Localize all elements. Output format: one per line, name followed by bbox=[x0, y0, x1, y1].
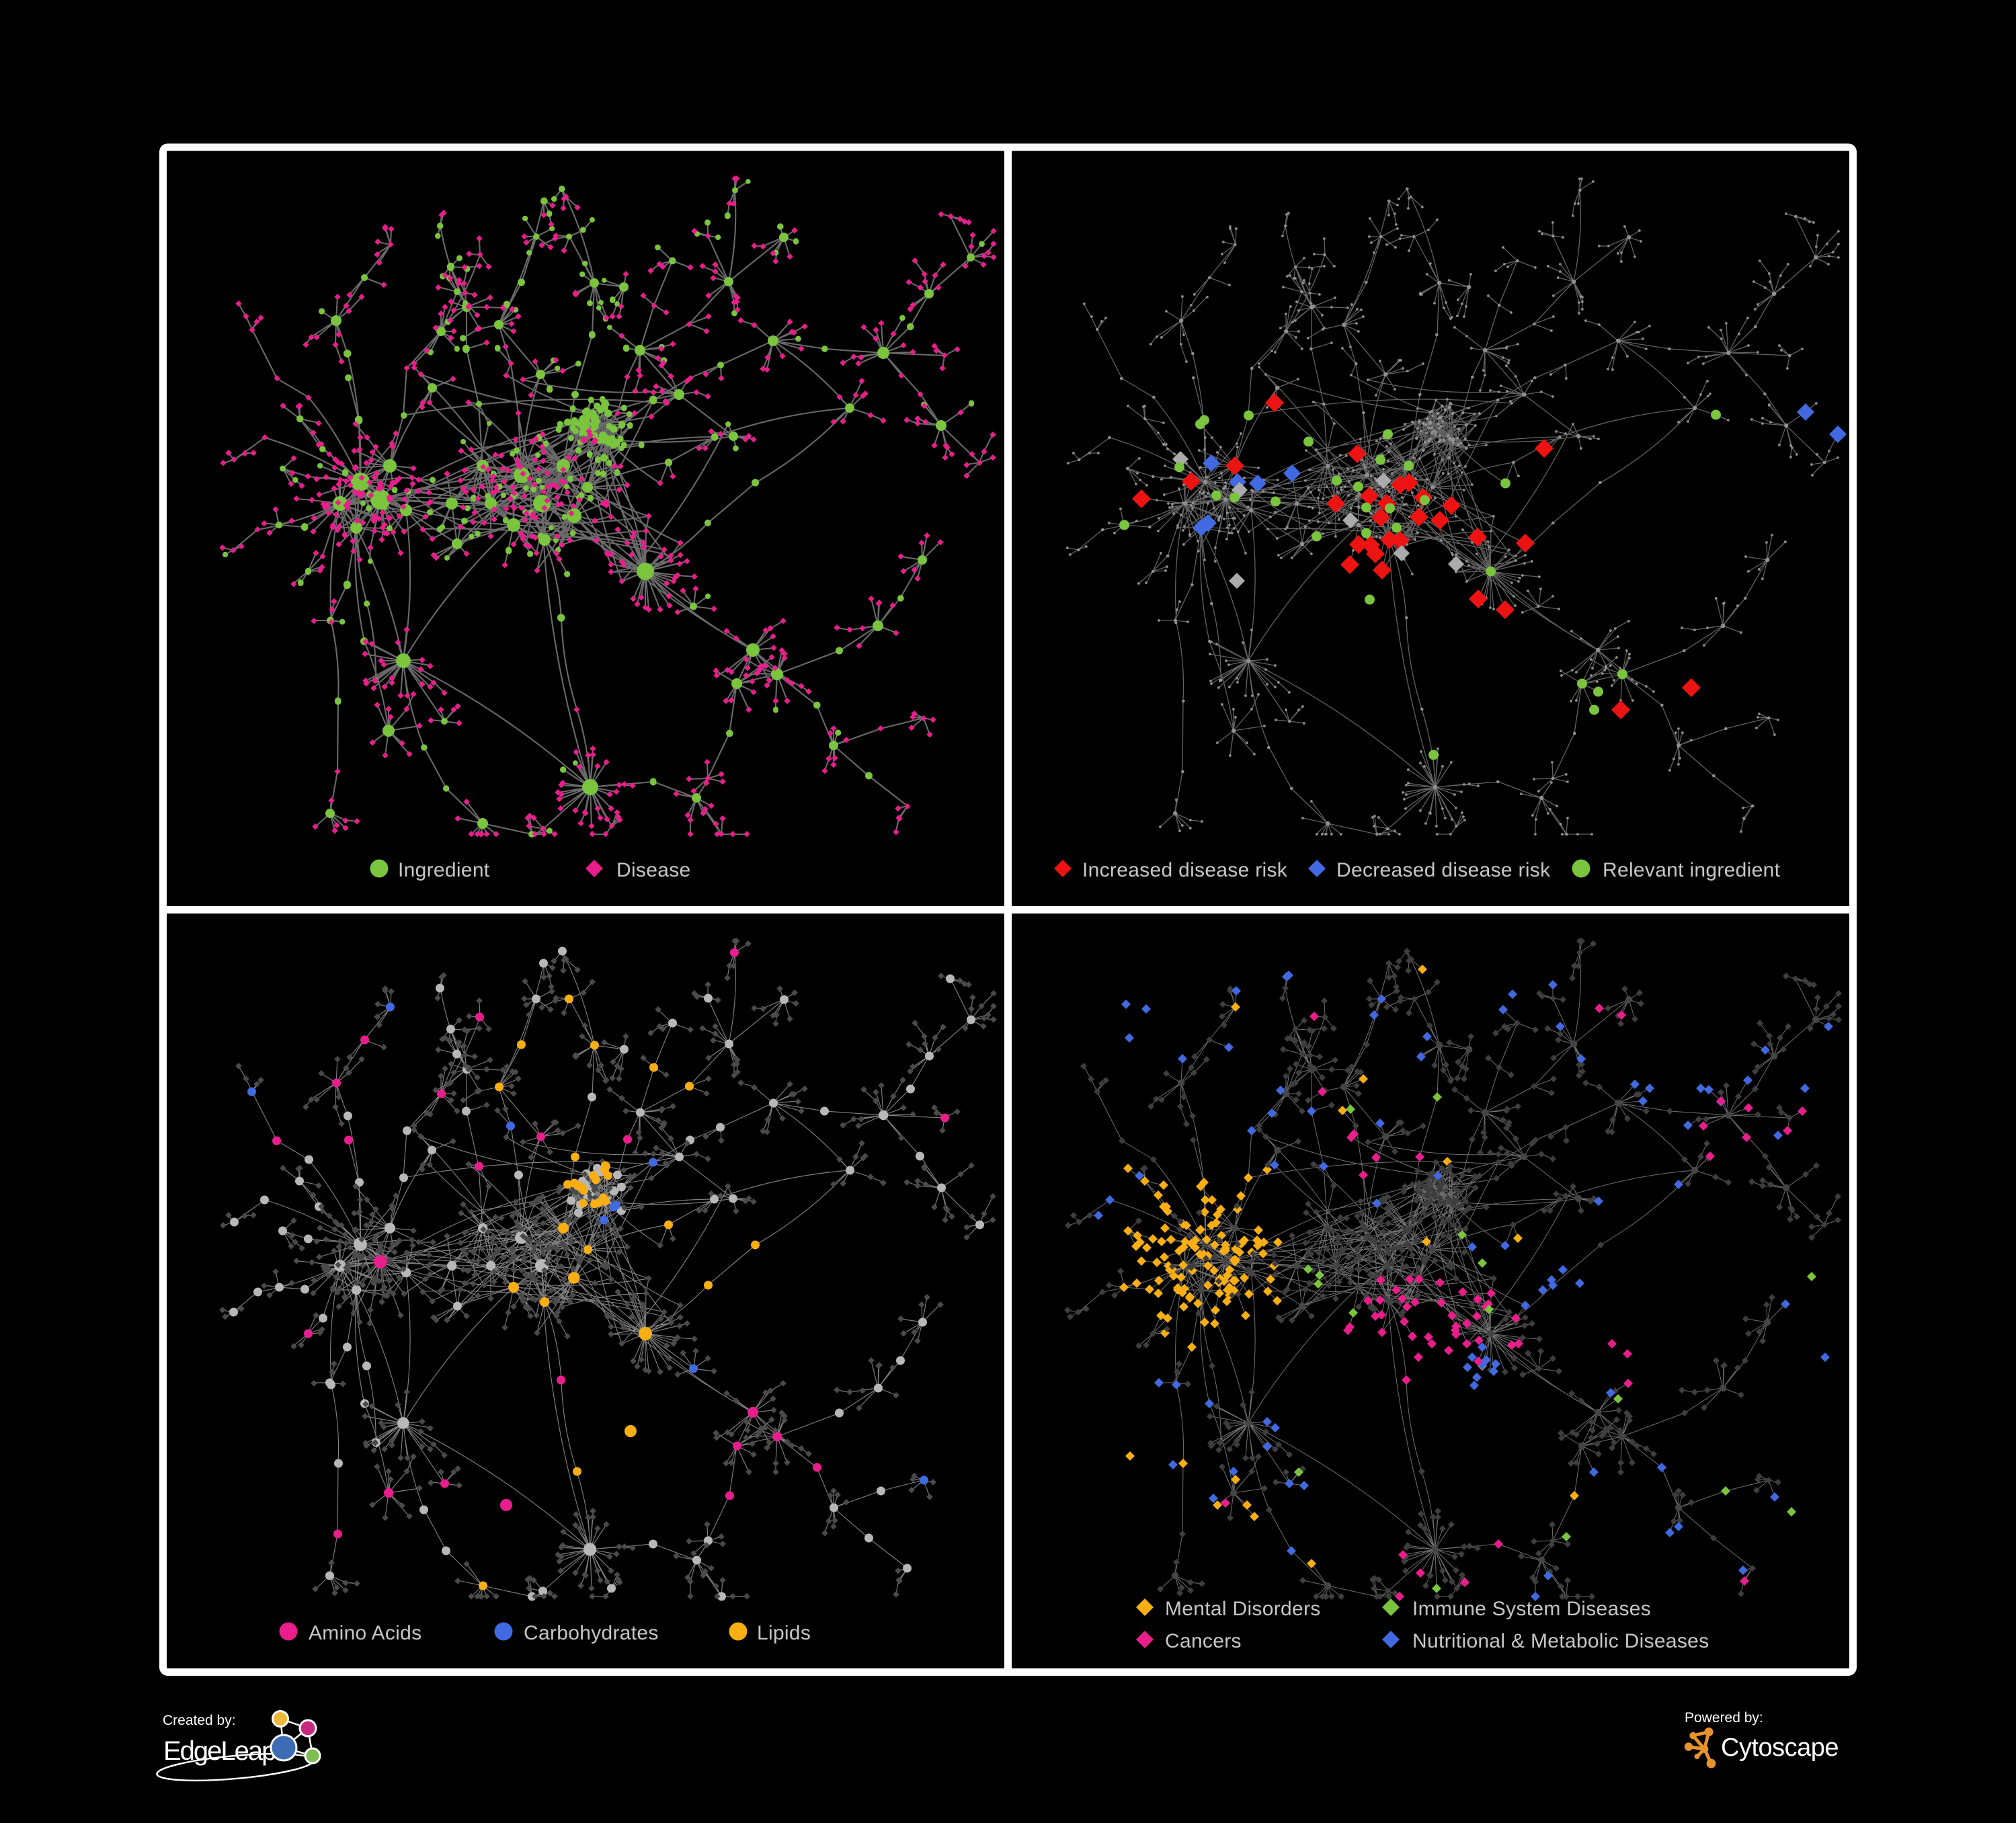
svg-text:Disease: Disease bbox=[616, 859, 690, 881]
svg-text:Cytoscape: Cytoscape bbox=[1721, 1734, 1839, 1762]
svg-text:Ingredient: Ingredient bbox=[398, 859, 490, 881]
svg-text:Increased disease risk: Increased disease risk bbox=[1082, 859, 1288, 881]
svg-text:Nutritional & Metabolic Diseas: Nutritional & Metabolic Diseases bbox=[1412, 1630, 1709, 1652]
svg-text:Created by:: Created by: bbox=[163, 1713, 236, 1728]
svg-text:Immune System Diseases: Immune System Diseases bbox=[1412, 1598, 1651, 1620]
svg-text:Relevant ingredient: Relevant ingredient bbox=[1603, 859, 1781, 881]
svg-text:Carbohydrates: Carbohydrates bbox=[524, 1622, 659, 1644]
svg-text:Amino Acids: Amino Acids bbox=[309, 1622, 421, 1644]
svg-text:Lipids: Lipids bbox=[757, 1622, 811, 1644]
svg-text:Powered by:: Powered by: bbox=[1685, 1710, 1763, 1726]
svg-text:Mental Disorders: Mental Disorders bbox=[1165, 1598, 1321, 1620]
svg-text:Decreased disease risk: Decreased disease risk bbox=[1336, 859, 1551, 881]
svg-text:Cancers: Cancers bbox=[1165, 1630, 1242, 1652]
svg-text:EdgeLeap: EdgeLeap bbox=[163, 1736, 276, 1766]
